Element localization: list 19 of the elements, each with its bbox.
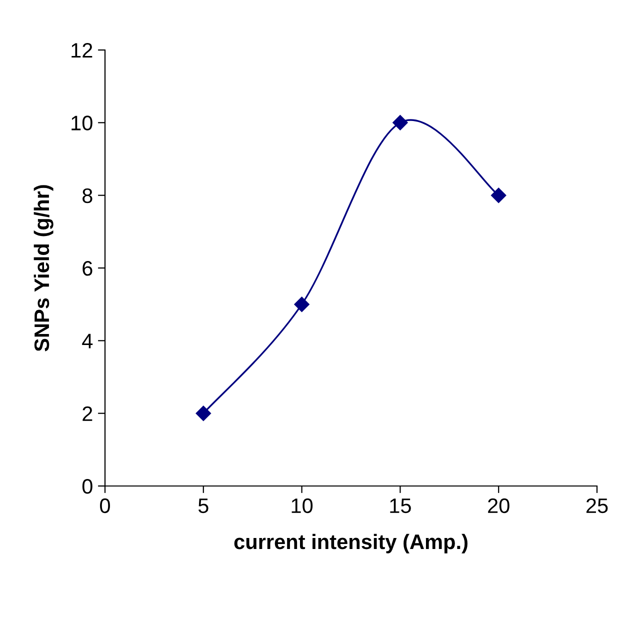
y-axis-title: SNPs Yield (g/hr) bbox=[34, 185, 54, 352]
point bbox=[392, 115, 408, 130]
x-tick-label: 5 bbox=[198, 498, 208, 514]
x-axis-title: current intensity (Amp.) bbox=[234, 534, 468, 554]
y-tick-label: 2 bbox=[82, 406, 92, 421]
y-tick-label: 4 bbox=[82, 334, 93, 348]
x-tick-label: 25 bbox=[586, 498, 608, 514]
point bbox=[294, 296, 310, 312]
point bbox=[196, 406, 211, 421]
y-tick-label: 10 bbox=[72, 116, 92, 130]
y-tick-label: 8 bbox=[82, 188, 92, 204]
x-tick-label: 15 bbox=[390, 498, 411, 514]
x-tick-label: 10 bbox=[292, 498, 313, 514]
y-tick-label: 0 bbox=[82, 479, 92, 494]
y-tick-label: 6 bbox=[82, 261, 92, 276]
point bbox=[491, 188, 506, 203]
x-tick-label: 0 bbox=[100, 498, 110, 514]
x-tick-label: 20 bbox=[488, 498, 510, 514]
y-tick-label: 12 bbox=[72, 43, 92, 58]
